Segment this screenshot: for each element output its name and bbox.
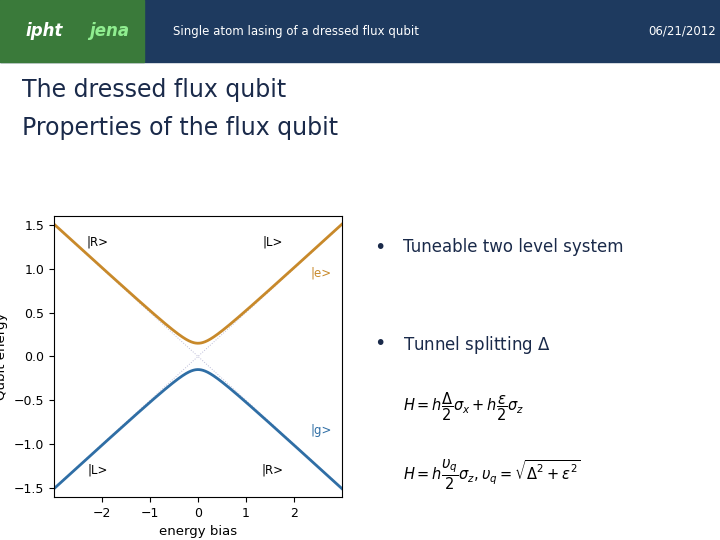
Text: jena: jena bbox=[89, 22, 130, 40]
X-axis label: energy bias: energy bias bbox=[159, 525, 237, 538]
Text: •: • bbox=[374, 239, 386, 258]
Text: |e>: |e> bbox=[311, 267, 332, 280]
Text: |L>: |L> bbox=[262, 236, 282, 249]
Text: $H = h\dfrac{\upsilon_q}{2}\sigma_z, \upsilon_q = \sqrt{\Delta^2 + \varepsilon^2: $H = h\dfrac{\upsilon_q}{2}\sigma_z, \up… bbox=[403, 457, 581, 492]
Text: Tuneable two level system: Tuneable two level system bbox=[403, 239, 624, 256]
Text: 06/21/2012: 06/21/2012 bbox=[648, 24, 716, 38]
Text: |R>: |R> bbox=[261, 464, 284, 477]
Text: Tunnel splitting $\Delta$: Tunnel splitting $\Delta$ bbox=[403, 334, 551, 356]
Text: •: • bbox=[374, 334, 386, 353]
Y-axis label: Qubit energy: Qubit energy bbox=[0, 313, 8, 400]
Text: |g>: |g> bbox=[311, 424, 332, 437]
Text: Single atom lasing of a dressed flux qubit: Single atom lasing of a dressed flux qub… bbox=[173, 24, 419, 38]
Text: Properties of the flux qubit: Properties of the flux qubit bbox=[22, 116, 338, 140]
Text: The dressed flux qubit: The dressed flux qubit bbox=[22, 78, 286, 102]
Text: |R>: |R> bbox=[86, 236, 108, 249]
Text: |L>: |L> bbox=[87, 464, 107, 477]
Text: ipht: ipht bbox=[26, 22, 63, 40]
Text: $H = h\dfrac{\Delta}{2}\sigma_x + h\dfrac{\varepsilon}{2}\sigma_z$: $H = h\dfrac{\Delta}{2}\sigma_x + h\dfra… bbox=[403, 390, 524, 423]
